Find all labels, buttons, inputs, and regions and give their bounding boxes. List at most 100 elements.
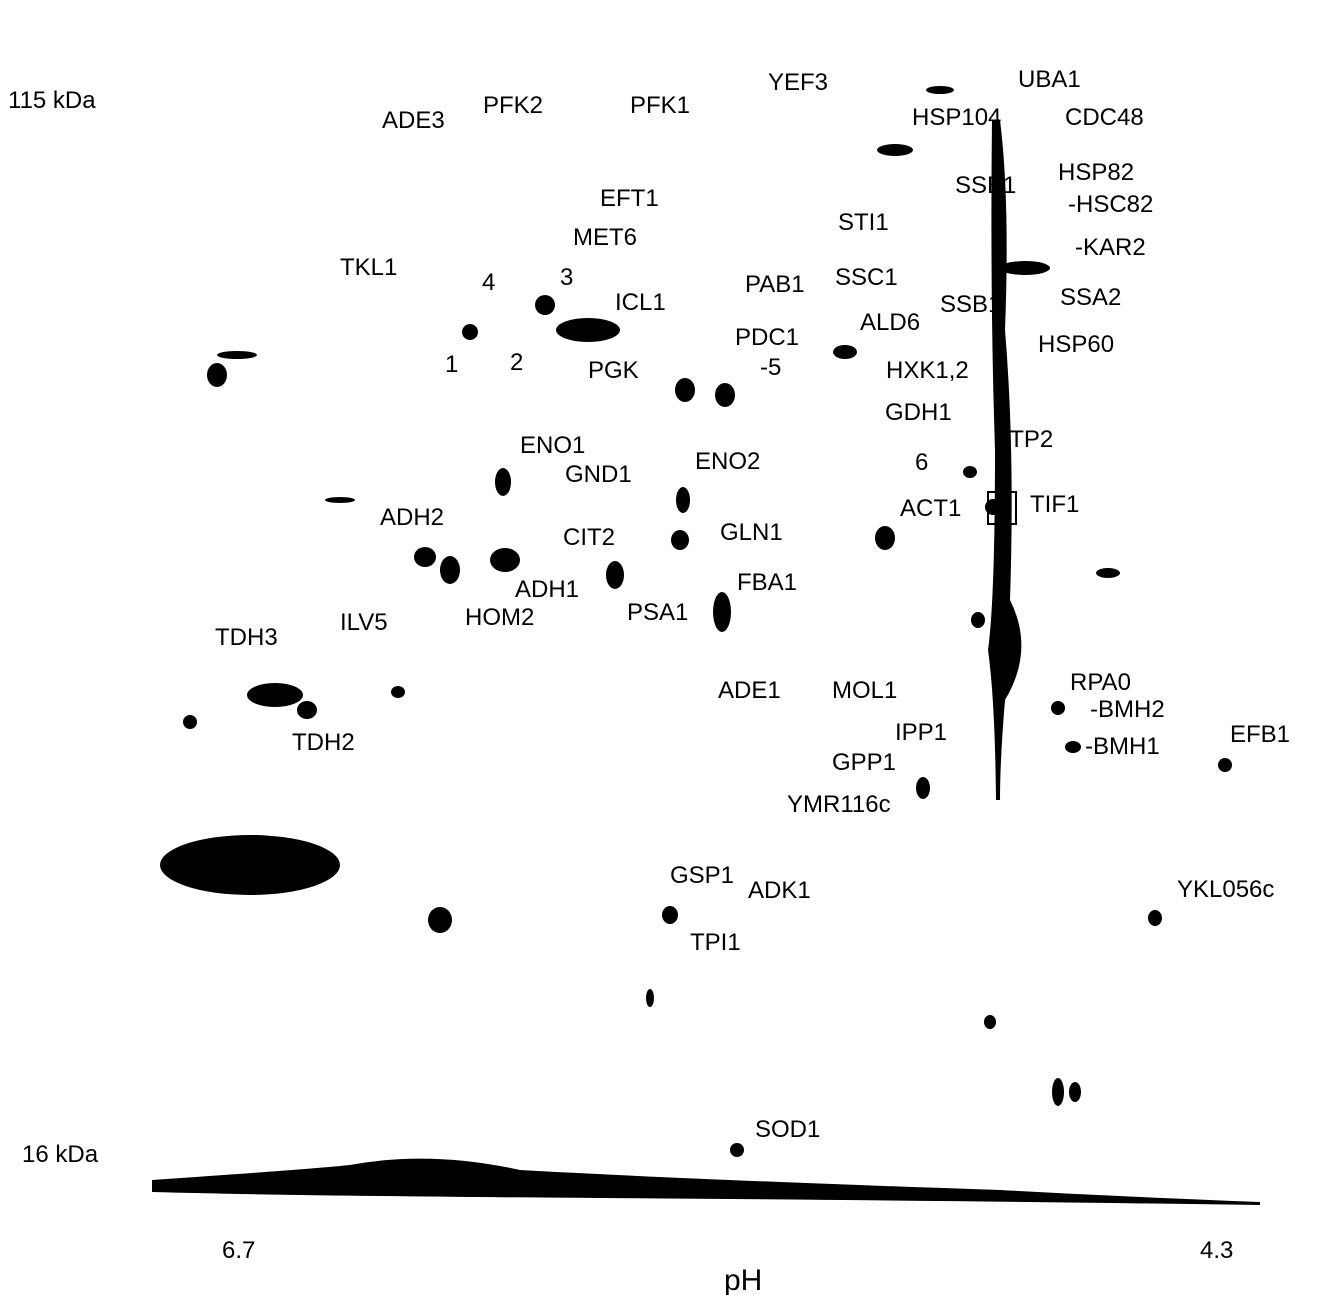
spot: [495, 468, 511, 496]
streak: [988, 120, 1021, 800]
spot: [1065, 741, 1081, 753]
spot-label: CDC48: [1065, 104, 1144, 131]
spot-label: -HSC82: [1068, 191, 1153, 218]
spot: [1000, 261, 1050, 275]
spot: [247, 683, 303, 707]
spot-label: 3: [560, 264, 573, 291]
spot-label: YMR116c: [787, 791, 891, 818]
spot-label: ENO2: [695, 448, 760, 475]
spot-label: GLN1: [720, 519, 783, 546]
x-axis-label: pH: [724, 1264, 762, 1295]
spot: [462, 324, 478, 340]
spot-label: ALD6: [860, 309, 920, 336]
spot: [428, 907, 452, 933]
spot-label: ADH2: [380, 504, 444, 531]
spot-label: RPA0: [1070, 669, 1131, 696]
spot-label: SSE1: [955, 172, 1016, 199]
spot: [440, 556, 460, 584]
spot-label: UBA1: [1018, 66, 1081, 93]
spot: [676, 487, 690, 513]
spot-label: EFT1: [600, 185, 659, 212]
spot-label: HSP82: [1058, 159, 1134, 186]
spot: [675, 378, 695, 402]
spot-label: SSC1: [835, 264, 898, 291]
spot: [1052, 1078, 1064, 1106]
spot: [963, 466, 977, 478]
spot-label: SSB1: [940, 291, 1001, 318]
spot: [1096, 568, 1120, 578]
spot-label: TKL1: [340, 254, 397, 281]
spot-label: YEF3: [768, 69, 828, 96]
spot-label: HSP104: [912, 104, 1001, 131]
ph-label: 6.7: [222, 1237, 255, 1264]
spot-label: PAB1: [745, 271, 805, 298]
spot-label: GSP1: [670, 862, 734, 889]
spot-label: TDH2: [292, 729, 355, 756]
spot: [730, 1143, 744, 1157]
spot-label: PGK: [588, 357, 639, 384]
spot-label: MOL1: [832, 677, 897, 704]
spot-label: MET6: [573, 224, 637, 251]
spot-label: ATP2: [995, 426, 1053, 453]
spot: [646, 989, 654, 1007]
spot: [391, 686, 405, 698]
spot-label: GDH1: [885, 399, 952, 426]
spot: [606, 561, 624, 589]
spot-label: IPP1: [895, 719, 947, 746]
spot: [325, 497, 355, 503]
spot: [916, 777, 930, 799]
spot-label: EFB1: [1230, 721, 1290, 748]
spot: [183, 715, 197, 729]
spot: [414, 547, 436, 567]
spot-label: TIF1: [1030, 491, 1079, 518]
spot-label: CIT2: [563, 524, 615, 551]
spot-label: PFK2: [483, 92, 543, 119]
spot-label: 4: [482, 269, 495, 296]
spot-label: PDC1: [735, 324, 799, 351]
dye-front: [152, 1159, 1260, 1205]
spot-label: GPP1: [832, 749, 896, 776]
spot-label: SOD1: [755, 1116, 820, 1143]
spot-label: 6: [915, 449, 928, 476]
spot-label: ADK1: [748, 877, 811, 904]
spot: [217, 351, 257, 359]
spot-label: 2: [510, 349, 523, 376]
spot: [207, 363, 227, 387]
spot-label: ADE3: [382, 107, 445, 134]
spot: [671, 530, 689, 550]
spot-label: HSP60: [1038, 331, 1114, 358]
spot-label: YKL056c: [1177, 876, 1274, 903]
spot-label: ICL1: [615, 289, 666, 316]
spot-label: -BMH2: [1090, 696, 1165, 723]
spot-label: PSA1: [627, 599, 688, 626]
spot-label: HOM2: [465, 604, 534, 631]
spot: [877, 144, 913, 156]
spot: [1069, 1082, 1081, 1102]
spot-label: STI1: [838, 209, 889, 236]
spot: [713, 592, 731, 632]
spot: [1218, 758, 1232, 772]
spot: [875, 526, 895, 550]
spot: [1051, 701, 1065, 715]
spot: [984, 1015, 996, 1029]
spot-label: ILV5: [340, 609, 388, 636]
spot-label: TDH3: [215, 624, 278, 651]
spot-label: ENO1: [520, 432, 585, 459]
spot: [971, 612, 985, 628]
gel-figure: UBA1 YEF3 HSP104 CDC48 PFK2 PFK1 ADE3 EFT1 HSP82…: [0, 0, 1317, 1295]
spot-label: TPI1: [690, 929, 741, 956]
marker-label: 115 kDa: [8, 87, 96, 114]
spot: [833, 345, 857, 359]
spot-label: HXK1,2: [886, 357, 969, 384]
spot-label: GND1: [565, 461, 632, 488]
spot-label: -BMH1: [1085, 733, 1160, 760]
spot: [490, 548, 520, 572]
spot-label: PFK1: [630, 92, 690, 119]
spot-label: -5: [760, 354, 781, 381]
spot-label: SSA2: [1060, 284, 1121, 311]
spot: [662, 906, 678, 924]
spot-label: FBA1: [737, 569, 797, 596]
spot: [160, 835, 340, 895]
ph-label: 4.3: [1200, 1237, 1233, 1264]
spot-label: -KAR2: [1075, 234, 1146, 261]
